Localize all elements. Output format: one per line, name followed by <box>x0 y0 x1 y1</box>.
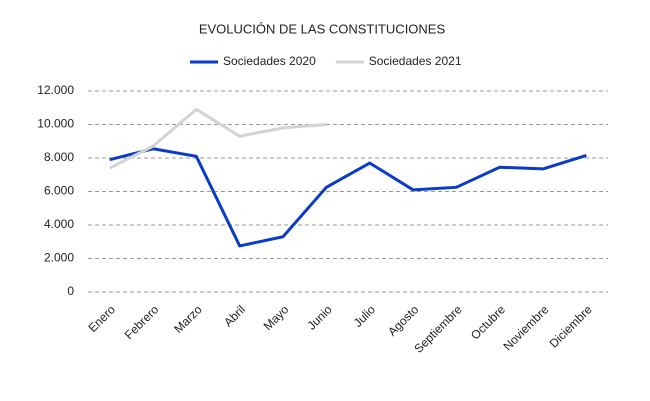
series-line <box>108 107 327 170</box>
y-tick-label: 10.000 <box>37 117 74 131</box>
legend-label: Sociedades 2021 <box>369 54 462 68</box>
y-tick-label: 2.000 <box>44 251 74 265</box>
x-tick-label: Mayo <box>261 302 292 333</box>
x-tick-label: Octubre <box>468 302 508 342</box>
y-tick-label: 8.000 <box>44 150 74 164</box>
y-tick-label: 4.000 <box>44 217 74 231</box>
x-tick-label: Abril <box>221 302 248 329</box>
legend-label: Sociedades 2020 <box>223 54 316 68</box>
x-tick-label: Noviembre <box>500 302 551 353</box>
x-tick-label: Febrero <box>122 302 162 342</box>
series-line <box>109 147 587 248</box>
y-tick-label: 0 <box>67 284 74 298</box>
x-tick-label: Junio <box>305 302 335 332</box>
y-tick-label: 6.000 <box>44 184 74 198</box>
x-tick-label: Enero <box>85 302 118 335</box>
x-tick-label: Marzo <box>171 302 205 336</box>
y-tick-label: 12.000 <box>37 83 74 97</box>
x-tick-label: Diciembre <box>547 302 595 350</box>
x-tick-label: Agosto <box>385 302 422 339</box>
chart-title: EVOLUCIÓN DE LAS CONSTITUCIONES <box>199 21 446 36</box>
x-tick-label: Julio <box>351 302 379 330</box>
x-tick-label: Septiembre <box>411 302 465 356</box>
